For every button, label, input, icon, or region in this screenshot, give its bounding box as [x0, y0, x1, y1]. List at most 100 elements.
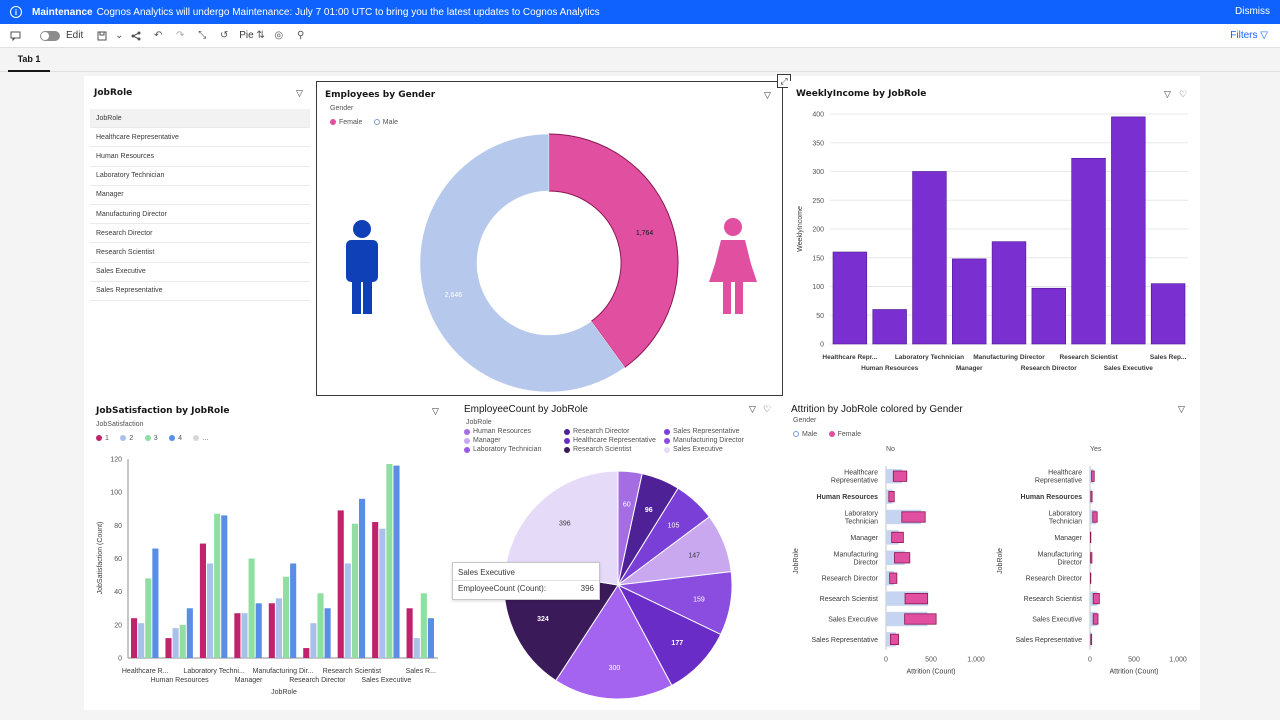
maintenance-banner: i Maintenance Cognos Analytics will unde… — [0, 0, 1280, 24]
viz-type-label[interactable]: Pie — [239, 30, 254, 41]
legend-item[interactable]: Manager — [464, 437, 557, 444]
legend-item[interactable]: ... — [193, 435, 208, 442]
list-item[interactable]: Manager — [90, 186, 310, 205]
legend: Gender Female Male — [330, 105, 405, 130]
category-label: Sales Representative — [811, 637, 878, 644]
legend-item[interactable]: Laboratory Technician — [464, 446, 557, 453]
tab-1[interactable]: Tab 1 — [8, 48, 50, 72]
legend-item[interactable]: Male — [373, 119, 398, 126]
list-item[interactable]: Manufacturing Director — [90, 205, 310, 225]
panel-title: JobRole — [94, 88, 133, 98]
bar — [172, 628, 179, 658]
attrition-panel[interactable]: Attrition by JobRole colored by Gender ▽… — [786, 396, 1198, 708]
lightbulb-icon[interactable]: ♡ — [1179, 89, 1188, 99]
lightbulb-icon[interactable]: ♡ — [763, 404, 772, 414]
legend-item[interactable]: Research Scientist — [564, 446, 657, 453]
list-header: JobRole — [90, 109, 310, 129]
tab-bar: Tab 1 — [0, 48, 1280, 72]
category-label: Research Director — [1026, 576, 1083, 583]
filter-icon[interactable]: ▽ — [1178, 404, 1185, 414]
bar — [131, 618, 138, 658]
bar — [359, 498, 366, 658]
gender-panel[interactable]: Employees by Gender ▽ Gender Female Male… — [316, 74, 791, 396]
legend-item[interactable]: Research Director — [564, 428, 657, 435]
category-label: Sales Executive — [1104, 365, 1154, 372]
panel-title: WeeklyIncome by JobRole — [796, 89, 927, 99]
legend-item[interactable]: Manufacturing Director — [664, 437, 757, 444]
legend-item[interactable]: Healthcare Representative — [564, 437, 657, 444]
slice-value-label: 96 — [645, 507, 653, 514]
list-item[interactable]: Sales Representative — [90, 282, 310, 301]
filter-icon[interactable]: ▽ — [764, 90, 771, 100]
info-icon: i — [10, 6, 22, 18]
tick-label: 400 — [812, 112, 824, 119]
category-label: Manufacturing — [834, 551, 878, 558]
list-item[interactable]: Healthcare Representative — [90, 128, 310, 148]
list-item[interactable]: Research Director — [90, 224, 310, 244]
bar — [138, 623, 145, 658]
chevron-down-icon[interactable]: ⌄ — [115, 30, 124, 41]
bar — [991, 241, 1027, 345]
legend-item[interactable]: Sales Executive — [664, 446, 757, 453]
y-axis-title: WeeklyIncome — [797, 206, 804, 252]
legend-item[interactable]: 3 — [144, 435, 158, 442]
legend-item[interactable]: Female — [330, 119, 362, 126]
legend-item[interactable]: Sales Representative — [664, 428, 757, 435]
count-panel[interactable]: EmployeeCount by JobRole ▽ ♡ JobRole 60 9… — [452, 396, 782, 708]
list-item[interactable]: Sales Executive — [90, 263, 310, 282]
bar — [152, 548, 159, 658]
list-item[interactable]: Research Scientist — [90, 243, 310, 263]
comment-icon[interactable] — [4, 26, 26, 46]
bar-female — [892, 470, 908, 482]
gender-donut-chart: 1,764 2,646 — [346, 133, 757, 393]
bar — [344, 563, 351, 658]
filter-icon[interactable]: ▽ — [749, 404, 756, 414]
jobrole-filter-panel: JobRole ▽ JobRole Healthcare Representat… — [86, 80, 312, 301]
bar-female — [888, 491, 895, 503]
bar — [413, 638, 420, 658]
bar-female — [1090, 491, 1093, 503]
dismiss-button[interactable]: Dismiss — [1235, 6, 1270, 17]
bar-female — [890, 633, 899, 645]
y-axis-title: JobSatisfaction (Count) — [97, 522, 104, 595]
legend-item[interactable]: Human Resources — [464, 428, 557, 435]
category-label: Sales Executive — [361, 677, 411, 684]
bar — [1071, 157, 1106, 345]
redo-icon[interactable]: ↷ — [176, 30, 185, 41]
filters-button[interactable]: Filters ▽ — [1230, 30, 1268, 41]
legend-item[interactable]: 1 — [96, 435, 109, 442]
filter-icon[interactable]: ▽ — [296, 88, 303, 98]
slice-value-label: 396 — [559, 521, 571, 528]
tick-label: 0 — [1088, 657, 1092, 664]
save-icon[interactable] — [91, 26, 113, 46]
list-item[interactable]: Laboratory Technician — [90, 167, 310, 186]
category-label: Representative — [1035, 478, 1082, 485]
satisfaction-panel[interactable]: JobSatisfaction by JobRole ▽ JobSatisfac… — [88, 398, 446, 708]
list-item[interactable]: Human Resources — [90, 147, 310, 167]
bar-female — [889, 572, 898, 584]
bar — [872, 309, 907, 345]
target-icon[interactable]: ◎ — [274, 30, 284, 41]
legend-item[interactable]: Female — [828, 431, 861, 438]
undo-icon[interactable]: ↶ — [154, 30, 163, 41]
banner-message: Cognos Analytics will undergo Maintenanc… — [96, 6, 600, 18]
share-icon[interactable] — [125, 26, 147, 46]
legend-item[interactable]: 4 — [169, 435, 182, 442]
slice-value-label: 147 — [688, 553, 700, 560]
facet-title: No — [886, 446, 895, 453]
filter-icon[interactable]: ▽ — [432, 406, 439, 416]
legend-item[interactable]: Male — [793, 431, 817, 438]
bar — [832, 251, 868, 345]
legend-item[interactable]: 2 — [120, 435, 133, 442]
chart-tooltip: Sales Executive EmployeeCount (Count): 39… — [452, 562, 600, 600]
reset-icon[interactable]: ↺ — [220, 30, 229, 41]
income-panel[interactable]: WeeklyIncome by JobRole ▽ ♡ 0 50 100 150 200… — [788, 81, 1198, 381]
filter-icon[interactable]: ▽ — [1164, 89, 1171, 99]
edit-toggle[interactable] — [40, 30, 60, 41]
satisfaction-bar-chart: 0 20 40 60 80 100 120 JobSatisfaction (Count) Jo… — [97, 457, 438, 696]
pin-icon[interactable]: ⚲ — [297, 30, 305, 41]
attrition-bar-chart: No 0 500 1,000 Attrition (Count) JobRole Healt… — [793, 446, 1187, 676]
slice-value-label: 300 — [609, 665, 621, 672]
collapse-icon[interactable]: ⤡ — [198, 30, 207, 41]
swap-icon[interactable]: ⇅ — [256, 30, 265, 41]
